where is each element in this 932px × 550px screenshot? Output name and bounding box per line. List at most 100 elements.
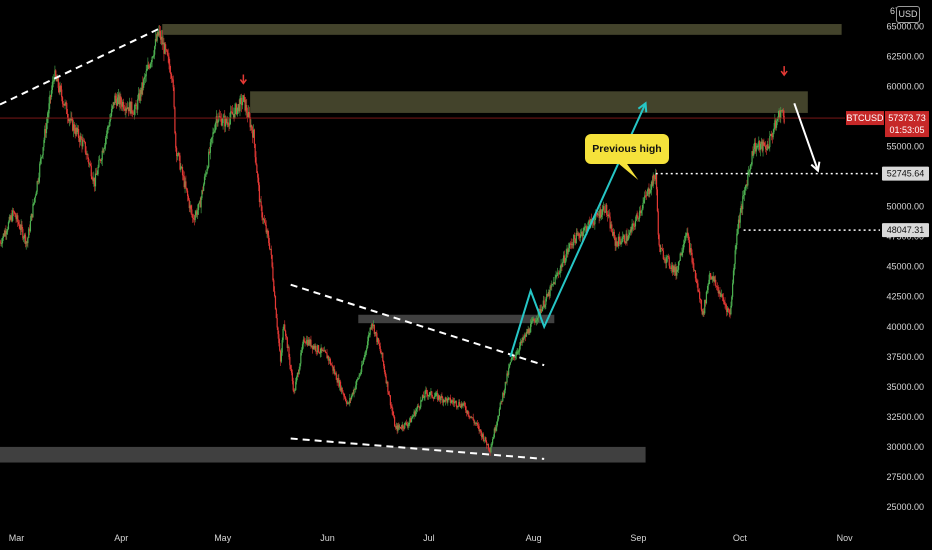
candle-body — [607, 214, 609, 217]
candle-body — [275, 309, 277, 319]
candle-body — [99, 159, 102, 162]
candle-body — [680, 253, 682, 256]
candle-body — [97, 167, 99, 175]
candle-body — [381, 352, 383, 355]
candle-body — [253, 129, 255, 144]
candle-body — [355, 380, 358, 386]
candle-body — [345, 400, 348, 404]
candle-body — [675, 267, 677, 276]
candle-body — [67, 117, 70, 122]
candle-body — [758, 140, 760, 147]
candle-body — [510, 358, 512, 363]
candle-body — [633, 225, 636, 227]
candle-body — [279, 343, 281, 351]
candle-body — [82, 140, 84, 147]
candle-body — [550, 286, 552, 288]
candle-body — [435, 393, 437, 396]
candle-body — [195, 211, 197, 216]
candle-body — [720, 295, 722, 297]
candle-body — [316, 351, 318, 352]
candle-body — [319, 352, 321, 354]
candle-body — [568, 243, 571, 249]
candle-body — [455, 401, 457, 407]
candle-body — [365, 350, 367, 353]
candle-body — [364, 352, 366, 358]
candle-body — [573, 235, 575, 246]
candle-body — [78, 138, 81, 143]
candle-body — [322, 350, 324, 352]
symbol-tag-label: BTCUSD — [846, 113, 884, 123]
candle-body — [394, 416, 396, 427]
trendline-1 — [0, 27, 160, 106]
x-tick-label: Jul — [423, 533, 435, 543]
candle-body — [260, 201, 262, 207]
candle-body — [16, 215, 18, 220]
candle-body — [446, 398, 448, 403]
candle-body — [236, 104, 238, 115]
candle-body — [706, 289, 708, 292]
candle-body — [399, 426, 402, 429]
candle-body — [234, 107, 236, 118]
candle-body — [77, 128, 79, 133]
candle-body — [74, 131, 76, 135]
candle-body — [472, 417, 474, 421]
candle-body — [579, 236, 581, 238]
candle-body — [759, 140, 761, 150]
candle-body — [230, 111, 233, 113]
candle-body — [520, 341, 522, 343]
trendline-2 — [290, 283, 545, 367]
candle-body — [593, 223, 595, 225]
candle-body — [728, 310, 730, 314]
candle-body — [54, 70, 56, 81]
candle-body — [203, 184, 205, 191]
candle-body — [153, 54, 155, 57]
candle-body — [204, 174, 206, 177]
candle-body — [628, 232, 631, 235]
candle-body — [528, 329, 530, 333]
candle-body — [39, 163, 41, 178]
candle-body — [120, 96, 122, 104]
time-axis[interactable]: Mar Apr May Jun Jul Aug Sep Oct Nov — [9, 533, 853, 543]
candle-body — [17, 215, 19, 223]
candle-body — [290, 365, 292, 369]
candle-body — [105, 138, 107, 146]
candle-body — [292, 380, 294, 391]
candle-body — [68, 119, 70, 122]
candle-body — [95, 173, 97, 175]
candle-body — [770, 134, 773, 137]
candle-body — [703, 311, 705, 314]
candle-body — [577, 233, 579, 235]
candle-body — [742, 196, 744, 210]
candle-body — [662, 250, 664, 260]
candle-body — [30, 214, 32, 221]
candle-body — [92, 179, 94, 182]
candle-body — [691, 252, 693, 263]
candle-body — [99, 159, 101, 161]
candle-body — [524, 334, 527, 337]
overlays-layer — [0, 27, 880, 460]
candle-body — [413, 411, 415, 416]
price-axis[interactable]: 25000.00 27500.00 30000.00 32500.00 35000.00… — [886, 6, 924, 512]
candle-body — [711, 277, 713, 280]
candle-body — [143, 79, 145, 88]
candle-body — [155, 38, 157, 41]
candle-body — [539, 309, 541, 314]
candle-body — [192, 217, 195, 220]
currency-button[interactable]: USD — [896, 6, 920, 23]
candle-body — [588, 220, 590, 223]
candle-body — [658, 234, 660, 246]
candle-body — [615, 241, 617, 246]
candle-body — [619, 240, 621, 245]
candle-body — [169, 64, 171, 72]
candle-body — [502, 393, 504, 402]
candle-body — [494, 428, 496, 431]
candle-body — [330, 364, 332, 366]
candle-body — [286, 337, 288, 348]
candle-body — [185, 181, 187, 188]
candle-body — [611, 224, 613, 232]
candle-body — [661, 248, 664, 251]
candle-body — [259, 201, 261, 203]
candle-body — [23, 234, 26, 239]
candle-body — [719, 291, 721, 297]
